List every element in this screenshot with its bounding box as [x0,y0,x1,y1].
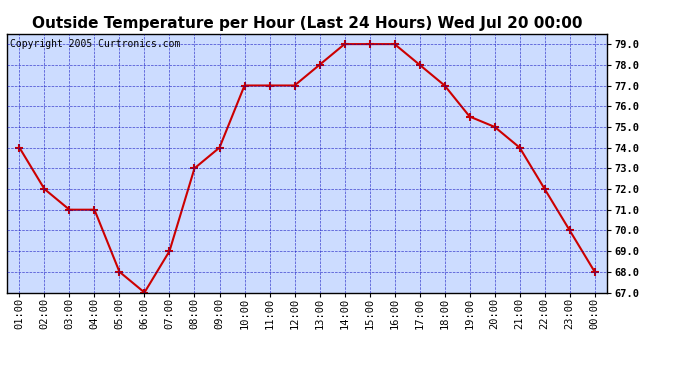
Title: Outside Temperature per Hour (Last 24 Hours) Wed Jul 20 00:00: Outside Temperature per Hour (Last 24 Ho… [32,16,582,31]
Text: Copyright 2005 Curtronics.com: Copyright 2005 Curtronics.com [10,39,180,49]
